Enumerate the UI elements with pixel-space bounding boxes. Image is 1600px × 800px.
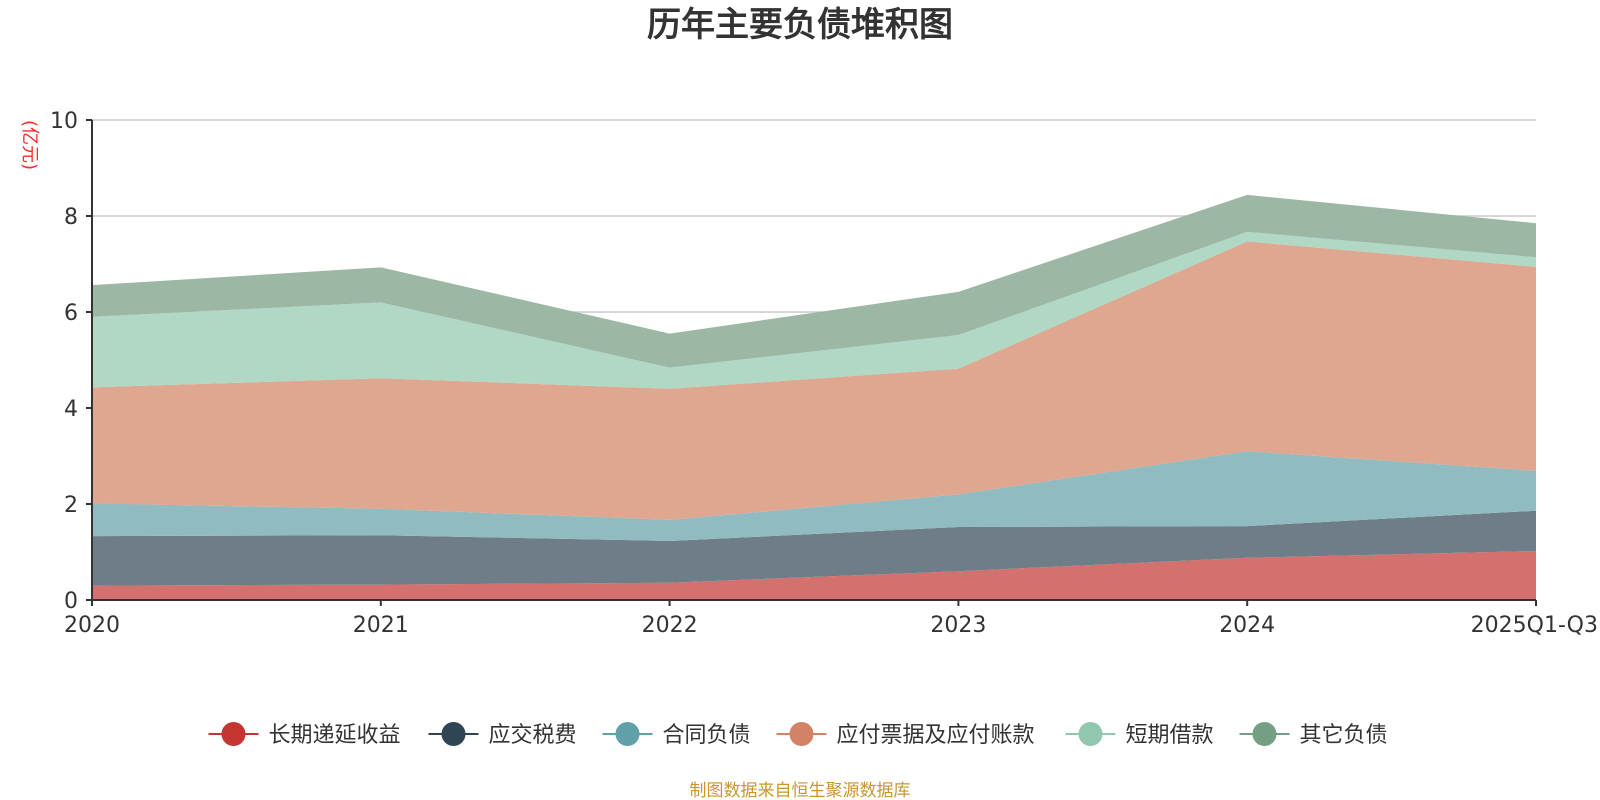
tick-labels: 0 2 4 6 8 10 2020 2021 2022 2023 2024 2025Q1-Q3 (50, 109, 1598, 638)
y-tick-label: 10 (50, 109, 78, 134)
legend-item[interactable]: 短期借款 (1065, 722, 1214, 748)
y-tick-label: 6 (64, 301, 78, 326)
legend-item[interactable]: 应付票据及应付账款 (776, 722, 1035, 748)
legend-item[interactable]: 合同负债 (602, 722, 751, 748)
legend-item[interactable]: 应交税费 (428, 722, 577, 748)
y-axis-unit-label: (亿元) (19, 120, 40, 170)
x-tick-label: 2022 (642, 613, 698, 638)
y-tick-label: 0 (64, 589, 78, 614)
legend-label: 应交税费 (489, 723, 577, 748)
area-series[interactable] (92, 510, 1536, 586)
legend-item[interactable]: 长期递延收益 (208, 722, 401, 748)
legend: 长期递延收益 应交税费 合同负债 应付票据及应付账款 短期借款 其它负债 (208, 722, 1388, 748)
y-tick-label: 2 (64, 493, 78, 518)
y-tick-label: 4 (64, 397, 78, 422)
x-tick-label: 2025Q1-Q3 (1471, 613, 1598, 638)
chart-title: 历年主要负债堆积图 (647, 5, 953, 45)
x-tick-label: 2020 (64, 613, 120, 638)
area-series-layer (92, 194, 1536, 600)
legend-marker-icon (789, 722, 814, 746)
legend-marker-icon (1252, 722, 1277, 746)
x-tick-label: 2024 (1219, 613, 1275, 638)
x-tick-label: 2023 (930, 613, 986, 638)
legend-label: 短期借款 (1126, 723, 1214, 748)
source-note: 制图数据来自恒生聚源数据库 (690, 781, 911, 800)
legend-label: 合同负债 (663, 723, 751, 748)
area-series[interactable] (92, 241, 1536, 520)
x-tick-label: 2021 (353, 613, 409, 638)
area-series[interactable] (92, 194, 1536, 368)
legend-marker-icon (441, 722, 466, 746)
legend-label: 应付票据及应付账款 (837, 723, 1035, 748)
legend-marker-icon (615, 722, 640, 746)
y-tick-label: 8 (64, 205, 78, 230)
legend-label: 其它负债 (1300, 723, 1388, 748)
area-series[interactable] (92, 551, 1536, 600)
legend-marker-icon (221, 722, 246, 746)
area-series[interactable] (92, 231, 1536, 389)
legend-item[interactable]: 其它负债 (1239, 722, 1388, 748)
axes (86, 119, 1537, 606)
area-series[interactable] (92, 451, 1536, 541)
legend-label: 长期递延收益 (269, 723, 401, 748)
legend-marker-icon (1078, 722, 1103, 746)
